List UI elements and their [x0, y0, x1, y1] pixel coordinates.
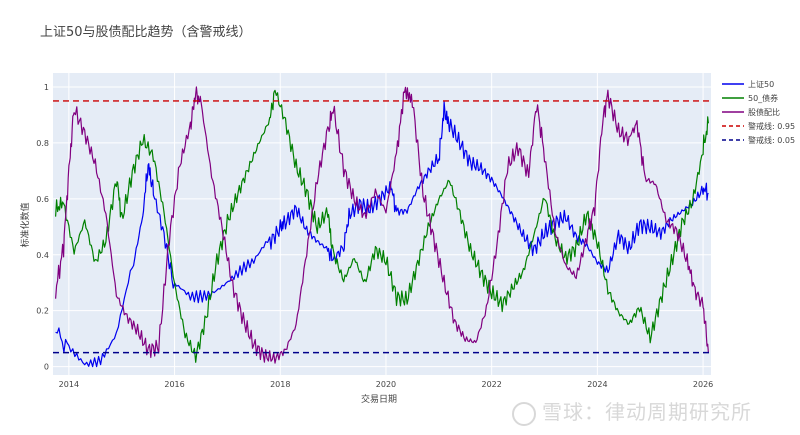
watermark-logo-icon: [512, 401, 536, 426]
legend-label: 警戒线: 0.95: [748, 121, 795, 131]
legend-label: 股债配比: [748, 107, 780, 117]
x-tick-label: 2020: [376, 380, 396, 389]
watermark: 雪球：律动周期研究所: [512, 396, 752, 426]
y-tick-label: 0.2: [36, 307, 49, 316]
x-tick-label: 2024: [587, 380, 607, 389]
y-tick-label: 0.4: [36, 251, 49, 260]
series-line: [55, 86, 709, 364]
series-line: [55, 89, 709, 363]
plot-background: [53, 73, 711, 375]
x-tick-label: 2022: [481, 380, 501, 389]
y-tick-label: 0.6: [36, 195, 49, 204]
x-axis-label: 交易日期: [361, 393, 397, 405]
legend-label: 警戒线: 0.05: [748, 135, 795, 145]
legend-label: 50_债券: [748, 93, 778, 103]
y-tick-labels: 0 0.2 0.4 0.6 0.8 1: [36, 83, 49, 372]
y-tick-label: 1: [44, 83, 49, 92]
legend-label: 上证50: [748, 80, 774, 89]
chart-title: 上证50与股债配比趋势（含警戒线）: [40, 24, 252, 40]
x-tick-labels: 2014 2016 2018 2020 2022 2024 2026: [59, 380, 714, 389]
x-tick-label: 2016: [164, 380, 184, 389]
y-tick-label: 0: [44, 363, 49, 372]
series-line: [55, 101, 709, 368]
series-group: [53, 86, 711, 368]
x-tick-label: 2018: [270, 380, 290, 389]
y-axis-label: 标准化数值: [19, 202, 31, 247]
x-tick-label: 2014: [59, 380, 79, 389]
y-tick-label: 0.8: [36, 139, 49, 148]
x-tick-label: 2026: [693, 380, 713, 389]
